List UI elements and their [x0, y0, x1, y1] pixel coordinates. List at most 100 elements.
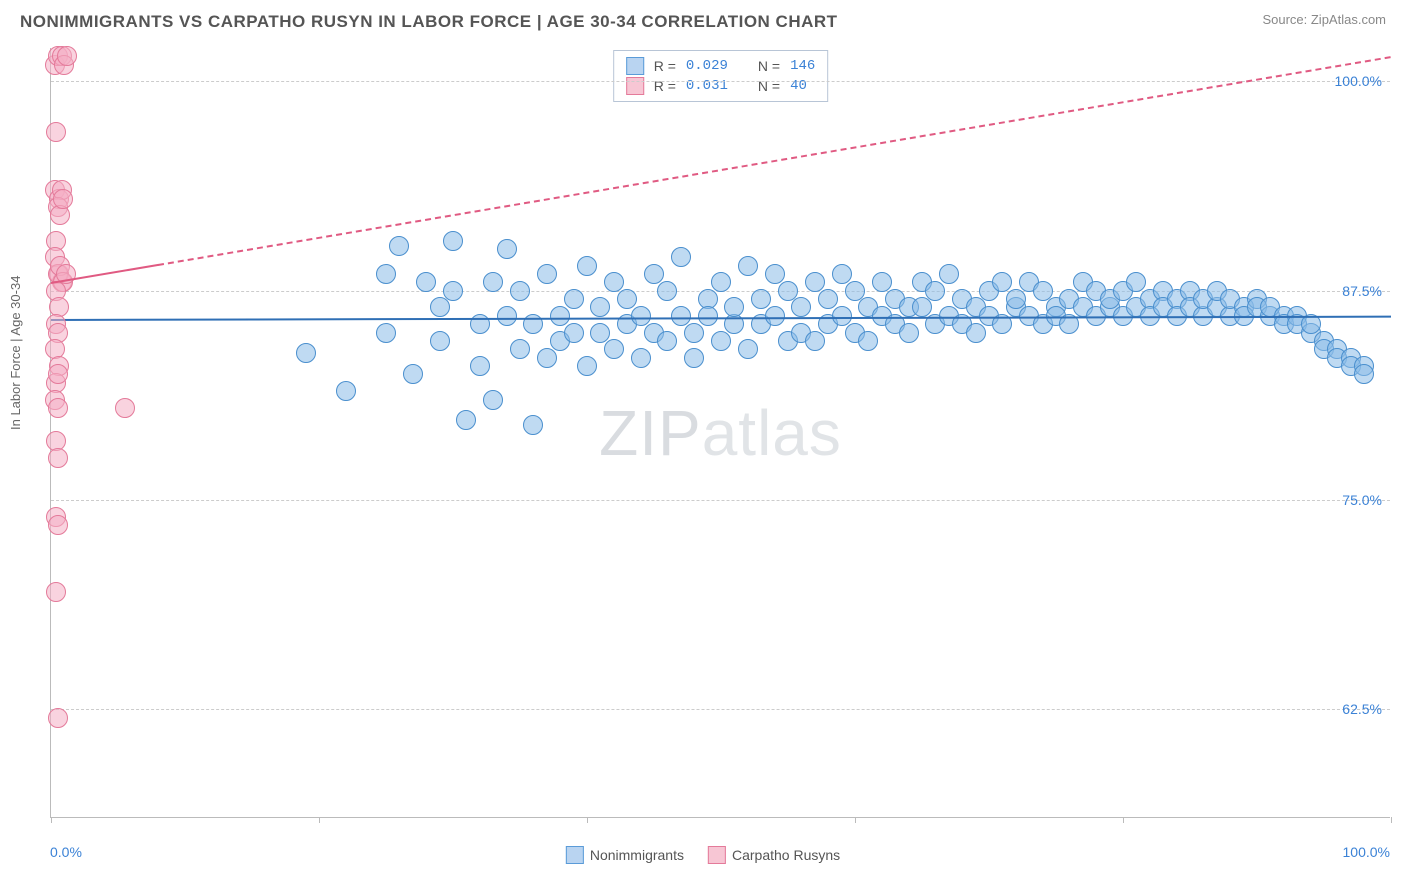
legend-item: Carpatho Rusyns [708, 846, 840, 864]
legend-item: Nonimmigrants [566, 846, 684, 864]
n-value: 40 [790, 78, 807, 94]
data-point [832, 264, 852, 284]
legend-top: R = 0.029 N = 146 R = 0.031 N = 40 [613, 50, 829, 102]
data-point [631, 306, 651, 326]
data-point [765, 306, 785, 326]
data-point [604, 272, 624, 292]
data-point [48, 448, 68, 468]
data-point [48, 515, 68, 535]
data-point [577, 356, 597, 376]
data-point [48, 364, 68, 384]
data-point [497, 306, 517, 326]
data-point [577, 256, 597, 276]
y-tick-label: 87.5% [1342, 283, 1382, 299]
data-point [53, 189, 73, 209]
data-point [684, 348, 704, 368]
data-point [899, 323, 919, 343]
data-point [57, 46, 77, 66]
n-label: N = [758, 78, 780, 94]
data-point [430, 297, 450, 317]
data-point [443, 281, 463, 301]
legend-label: Carpatho Rusyns [732, 847, 840, 863]
legend-swatch [566, 846, 584, 864]
data-point [832, 306, 852, 326]
data-point [497, 239, 517, 259]
data-point [912, 297, 932, 317]
source-label: Source: ZipAtlas.com [1262, 12, 1386, 27]
data-point [564, 289, 584, 309]
data-point [46, 122, 66, 142]
data-point [617, 289, 637, 309]
data-point [590, 297, 610, 317]
data-point [939, 264, 959, 284]
data-point [992, 272, 1012, 292]
data-point [48, 398, 68, 418]
r-label: R = [654, 58, 676, 74]
data-point [46, 582, 66, 602]
data-point [590, 323, 610, 343]
data-point [416, 272, 436, 292]
data-point [537, 264, 557, 284]
y-tick-label: 62.5% [1342, 701, 1382, 717]
y-tick-label: 100.0% [1335, 73, 1382, 89]
data-point [604, 339, 624, 359]
data-point [805, 272, 825, 292]
data-point [1006, 289, 1026, 309]
data-point [336, 381, 356, 401]
data-point [443, 231, 463, 251]
legend-swatch [626, 77, 644, 95]
legend-top-row: R = 0.031 N = 40 [626, 77, 816, 95]
data-point [1354, 364, 1374, 384]
data-point [751, 289, 771, 309]
data-point [510, 281, 530, 301]
data-point [644, 264, 664, 284]
data-point [671, 247, 691, 267]
data-point [872, 272, 892, 292]
data-point [510, 339, 530, 359]
data-point [483, 390, 503, 410]
x-tick [1391, 817, 1392, 823]
data-point [657, 281, 677, 301]
y-axis-label: In Labor Force | Age 30-34 [8, 276, 23, 430]
data-point [430, 331, 450, 351]
data-point [698, 306, 718, 326]
data-point [537, 348, 557, 368]
data-point [684, 323, 704, 343]
watermark: ZIPatlas [599, 396, 842, 470]
n-label: N = [758, 58, 780, 74]
data-point [631, 348, 651, 368]
data-point [805, 331, 825, 351]
data-point [925, 281, 945, 301]
x-tick [1123, 817, 1124, 823]
n-value: 146 [790, 58, 815, 74]
x-axis-min-label: 0.0% [50, 844, 82, 860]
legend-top-row: R = 0.029 N = 146 [626, 57, 816, 75]
legend-swatch [708, 846, 726, 864]
data-point [966, 323, 986, 343]
legend-swatch [626, 57, 644, 75]
r-value: 0.029 [686, 58, 728, 74]
x-tick [319, 817, 320, 823]
data-point [711, 331, 731, 351]
data-point [48, 708, 68, 728]
gridline-h [51, 500, 1390, 501]
chart-title: NONIMMIGRANTS VS CARPATHO RUSYN IN LABOR… [20, 12, 838, 32]
r-value: 0.031 [686, 78, 728, 94]
data-point [738, 256, 758, 276]
x-axis-max-label: 100.0% [1343, 844, 1390, 860]
data-point [818, 289, 838, 309]
data-point [858, 331, 878, 351]
data-point [778, 281, 798, 301]
data-point [296, 343, 316, 363]
data-point [671, 306, 691, 326]
chart-plot-area: ZIPatlas R = 0.029 N = 146 R = 0.031 N = 40 62… [50, 48, 1390, 818]
data-point [1033, 281, 1053, 301]
data-point [389, 236, 409, 256]
data-point [845, 281, 865, 301]
y-tick-label: 75.0% [1342, 492, 1382, 508]
data-point [376, 264, 396, 284]
x-tick [855, 817, 856, 823]
data-point [1126, 272, 1146, 292]
data-point [657, 331, 677, 351]
r-label: R = [654, 78, 676, 94]
